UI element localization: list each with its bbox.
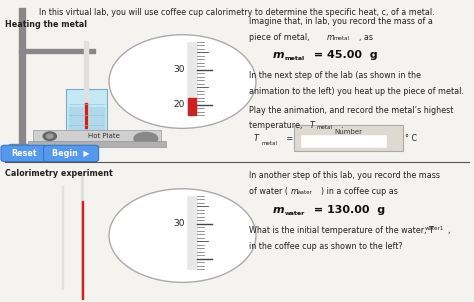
Bar bbox=[188, 98, 196, 115]
Text: piece of metal,: piece of metal, bbox=[249, 33, 312, 42]
Text: ) in a coffee cup as: ) in a coffee cup as bbox=[321, 187, 398, 196]
Text: water: water bbox=[284, 211, 305, 216]
Text: m: m bbox=[273, 205, 284, 215]
Text: Begin  ▶: Begin ▶ bbox=[52, 149, 90, 158]
Bar bbox=[85, 103, 87, 128]
FancyBboxPatch shape bbox=[1, 145, 47, 162]
FancyBboxPatch shape bbox=[44, 145, 99, 162]
Text: temperature,: temperature, bbox=[249, 121, 305, 130]
Bar bbox=[19, 49, 95, 53]
Text: metal: metal bbox=[261, 141, 277, 146]
Text: 30: 30 bbox=[173, 219, 184, 228]
Text: Heating the metal: Heating the metal bbox=[5, 20, 87, 29]
Text: m: m bbox=[327, 33, 335, 42]
Circle shape bbox=[109, 189, 256, 282]
Bar bbox=[69, 107, 104, 130]
Text: =: = bbox=[284, 134, 294, 143]
Text: Play the animation, and record the metal’s highest: Play the animation, and record the metal… bbox=[249, 106, 453, 114]
Bar bbox=[62, 186, 64, 290]
Bar bbox=[82, 201, 83, 299]
Text: metal: metal bbox=[317, 125, 333, 130]
Text: m: m bbox=[273, 50, 284, 60]
Text: T: T bbox=[310, 121, 314, 130]
Text: Reset: Reset bbox=[11, 149, 37, 158]
Text: water: water bbox=[297, 190, 313, 194]
Text: m: m bbox=[291, 187, 299, 196]
Bar bbox=[9, 144, 57, 149]
Text: 20: 20 bbox=[173, 100, 184, 109]
Text: , as: , as bbox=[359, 33, 373, 42]
FancyBboxPatch shape bbox=[33, 130, 161, 142]
Text: What is the initial temperature of the water, T: What is the initial temperature of the w… bbox=[249, 226, 434, 235]
Circle shape bbox=[43, 132, 56, 140]
Bar bbox=[187, 196, 197, 269]
Circle shape bbox=[46, 134, 53, 138]
Bar bbox=[81, 174, 84, 299]
Bar bbox=[187, 42, 197, 115]
Bar bbox=[19, 8, 25, 149]
FancyBboxPatch shape bbox=[28, 141, 166, 147]
Text: In the next step of the lab (as shown in the: In the next step of the lab (as shown in… bbox=[249, 71, 421, 80]
Text: In another step of this lab, you record the mass: In another step of this lab, you record … bbox=[249, 171, 440, 180]
Bar bbox=[84, 41, 89, 128]
Bar bbox=[301, 135, 386, 147]
FancyBboxPatch shape bbox=[294, 125, 403, 151]
Text: Imagine that, in lab, you record the mass of a: Imagine that, in lab, you record the mas… bbox=[249, 17, 433, 26]
Text: metal: metal bbox=[284, 56, 304, 61]
Circle shape bbox=[109, 35, 256, 128]
Text: water1: water1 bbox=[425, 226, 445, 231]
Text: of water (: of water ( bbox=[249, 187, 288, 196]
Text: ,: , bbox=[448, 226, 450, 235]
Text: Number: Number bbox=[334, 129, 363, 135]
Text: T: T bbox=[254, 134, 258, 143]
Text: In this virtual lab, you will use coffee cup calorimetry to determine the specif: In this virtual lab, you will use coffee… bbox=[39, 8, 435, 17]
Text: animation to the left) you heat up the piece of metal.: animation to the left) you heat up the p… bbox=[249, 87, 464, 96]
Text: = 45.00  g: = 45.00 g bbox=[310, 50, 378, 60]
Text: Hot Plate: Hot Plate bbox=[88, 133, 119, 139]
Text: metal: metal bbox=[333, 36, 349, 40]
FancyBboxPatch shape bbox=[66, 89, 107, 131]
Text: ° C: ° C bbox=[405, 134, 418, 143]
Text: 30: 30 bbox=[173, 65, 184, 74]
Ellipse shape bbox=[134, 133, 158, 145]
Text: .: . bbox=[340, 121, 343, 130]
Text: = 130.00  g: = 130.00 g bbox=[310, 205, 385, 215]
Text: Calorimetry experiment: Calorimetry experiment bbox=[5, 169, 112, 178]
Text: in the coffee cup as shown to the left?: in the coffee cup as shown to the left? bbox=[249, 242, 402, 251]
